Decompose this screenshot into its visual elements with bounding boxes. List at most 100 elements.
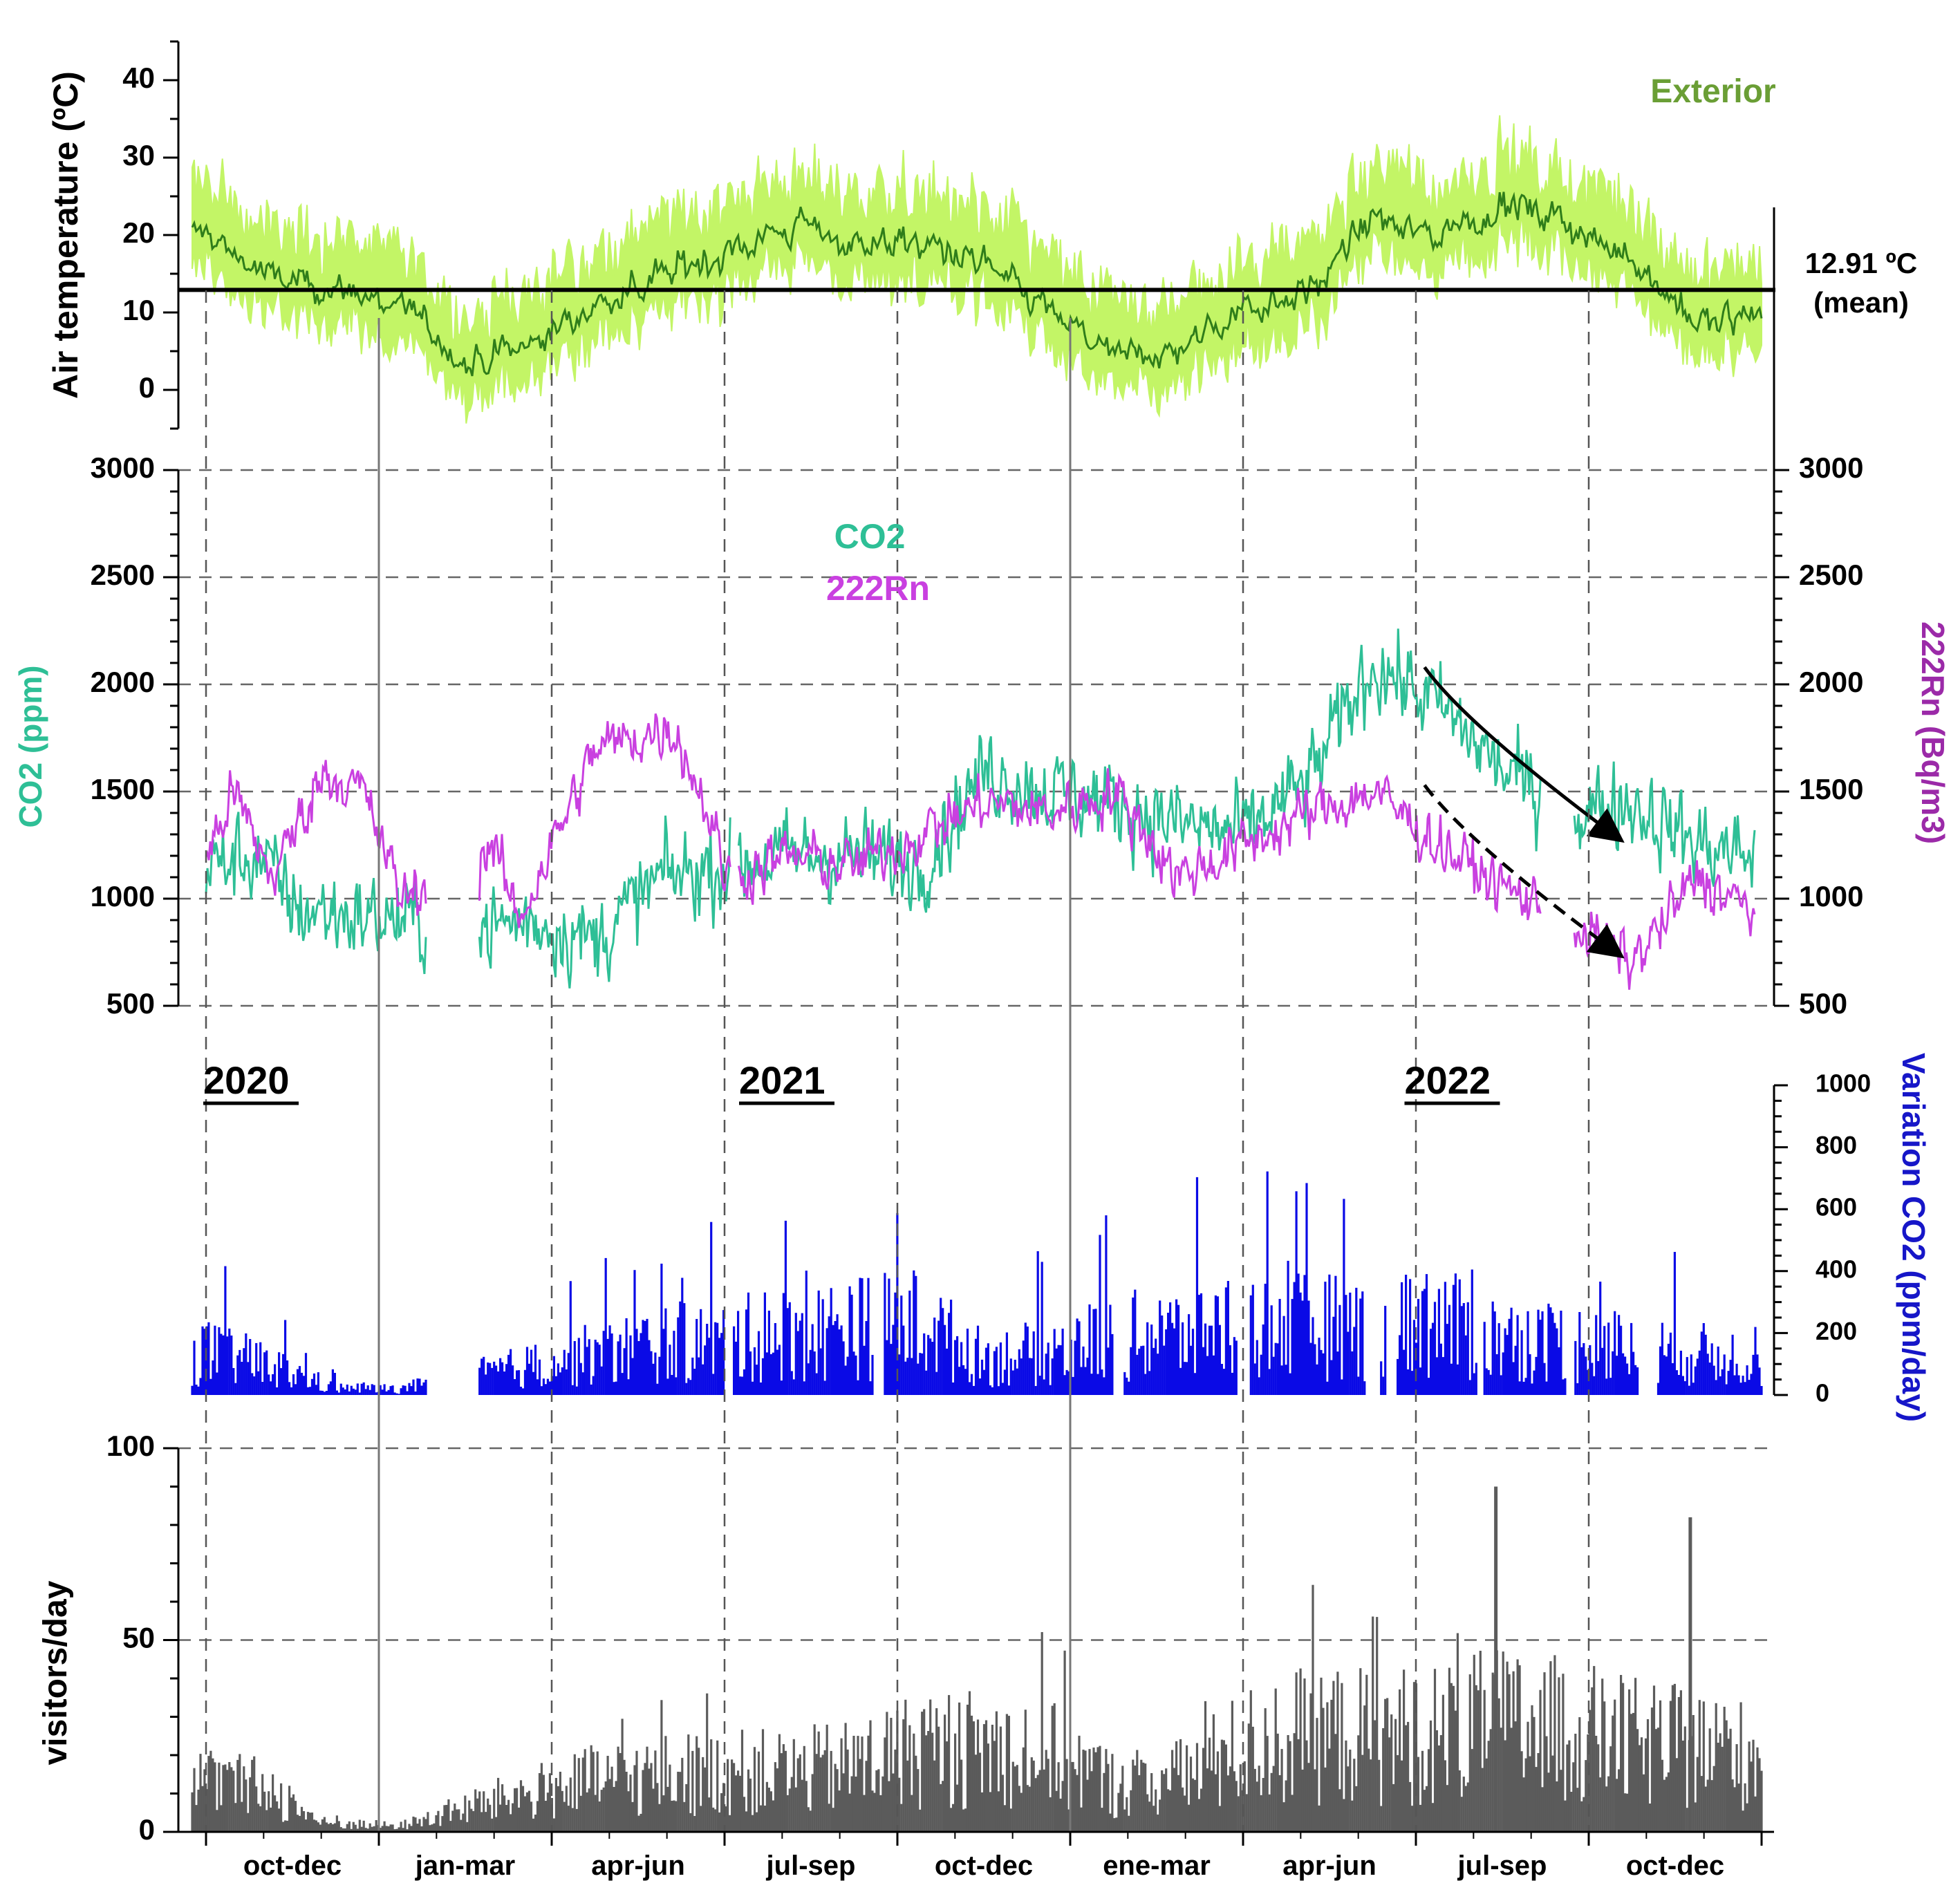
- visitors-bar: [257, 1804, 260, 1832]
- visitors-bar: [869, 1720, 872, 1832]
- visitors-bar: [346, 1824, 348, 1832]
- variation-bar: [387, 1389, 390, 1395]
- variation-bar: [946, 1348, 949, 1395]
- visitors-bar: [433, 1823, 436, 1832]
- variation-bar: [811, 1324, 814, 1395]
- visitors-bar: [917, 1769, 920, 1832]
- visitors-bar: [813, 1724, 816, 1832]
- variation-bar: [740, 1376, 744, 1395]
- variation-bar: [195, 1385, 198, 1395]
- variation-bar: [1076, 1318, 1079, 1395]
- visitors-bar: [913, 1733, 915, 1832]
- variation-bar: [1601, 1347, 1604, 1395]
- variation-bar: [1673, 1252, 1676, 1395]
- variation-bar: [216, 1372, 218, 1395]
- variation-bar: [528, 1363, 531, 1395]
- visitors-bar: [381, 1826, 384, 1832]
- visitors-bar: [1516, 1659, 1519, 1832]
- variation-bar: [886, 1340, 888, 1395]
- variation-bar: [1483, 1322, 1486, 1395]
- visitors-bar: [759, 1805, 763, 1832]
- variation-bar: [546, 1378, 549, 1395]
- visitors-bar: [1715, 1703, 1717, 1832]
- variation-bar: [1758, 1367, 1761, 1395]
- visitors-bar: [1386, 1698, 1389, 1832]
- variation-bar: [894, 1292, 897, 1395]
- visitors-bar: [1318, 1805, 1320, 1832]
- variation-bar: [569, 1281, 572, 1395]
- visitors-bar: [805, 1781, 808, 1832]
- variation-bar: [1159, 1300, 1161, 1395]
- co2-tick-label: 1000: [91, 880, 155, 912]
- variation-bar: [892, 1324, 895, 1395]
- variation-bar: [1218, 1324, 1221, 1395]
- visitors-bar: [608, 1779, 611, 1832]
- visitors-bar: [598, 1801, 601, 1832]
- visitors-bar: [1146, 1794, 1149, 1832]
- variation-bar: [1297, 1273, 1300, 1395]
- variation-bar: [536, 1379, 539, 1395]
- variation-bar: [999, 1342, 1002, 1395]
- visitors-bar: [1067, 1809, 1070, 1832]
- variation-bar: [1328, 1274, 1331, 1395]
- visitors-bar: [1423, 1790, 1426, 1832]
- variation-bar: [944, 1324, 946, 1395]
- visitors-bar: [702, 1757, 704, 1832]
- visitors-bar: [321, 1819, 324, 1832]
- variation-bar: [1529, 1354, 1531, 1395]
- visitors-bar: [1618, 1769, 1621, 1832]
- variation-bar: [1580, 1347, 1583, 1395]
- variation-bar: [1417, 1299, 1420, 1395]
- variation-bar: [1618, 1315, 1621, 1395]
- visitors-bar: [737, 1770, 740, 1832]
- visitors-bar: [483, 1791, 485, 1832]
- variation-bar: [1157, 1354, 1159, 1395]
- visitors-bar: [1322, 1707, 1325, 1832]
- variation-bar: [1760, 1386, 1763, 1395]
- visitors-bar: [1632, 1712, 1635, 1832]
- variation-bar: [1130, 1347, 1132, 1395]
- visitors-bar: [447, 1799, 450, 1832]
- visitors-bar: [1661, 1759, 1663, 1832]
- visitors-bar: [1191, 1778, 1195, 1832]
- variation-bar: [823, 1380, 826, 1395]
- variation-bar: [212, 1360, 214, 1395]
- variation-bar: [1301, 1300, 1304, 1395]
- visitors-bar: [1148, 1801, 1151, 1832]
- visitors-bar: [861, 1736, 864, 1832]
- variation-bar: [1556, 1328, 1558, 1395]
- visitors-bar: [339, 1827, 342, 1832]
- variation-bar: [1289, 1373, 1291, 1395]
- visitors-bar: [763, 1806, 766, 1832]
- variation-bar: [1671, 1362, 1674, 1395]
- visitors-bar: [606, 1756, 609, 1832]
- variation-bar: [774, 1323, 776, 1395]
- variation-bar: [794, 1313, 797, 1395]
- variation-bar: [1431, 1322, 1435, 1395]
- variation-bar: [1636, 1367, 1639, 1395]
- visitors-bar: [1014, 1766, 1016, 1832]
- variation-bar: [335, 1390, 338, 1395]
- variation-bar: [199, 1378, 202, 1395]
- variation-bar: [1092, 1309, 1095, 1395]
- variation-bar: [1189, 1345, 1193, 1395]
- visitors-bar: [1347, 1766, 1350, 1832]
- visitors-bar: [577, 1758, 580, 1832]
- visitors-bar: [1299, 1668, 1302, 1832]
- variation-bar: [991, 1387, 993, 1395]
- visitors-bar: [875, 1770, 878, 1832]
- variation-bar: [1589, 1345, 1592, 1395]
- variation-bar: [410, 1386, 413, 1395]
- visitors-bar: [1084, 1750, 1087, 1832]
- visitors-bar: [1341, 1683, 1343, 1832]
- variation-bar: [995, 1347, 998, 1395]
- visitors-bar: [1686, 1808, 1688, 1832]
- visitors-bar: [617, 1746, 619, 1832]
- variation-bar: [997, 1386, 1000, 1395]
- variation-bar: [422, 1382, 425, 1395]
- variation-bar: [398, 1394, 400, 1395]
- variation-bar: [581, 1372, 584, 1395]
- visitors-bar: [224, 1764, 227, 1832]
- visitors-bar: [790, 1777, 793, 1832]
- variation-bar: [588, 1339, 590, 1395]
